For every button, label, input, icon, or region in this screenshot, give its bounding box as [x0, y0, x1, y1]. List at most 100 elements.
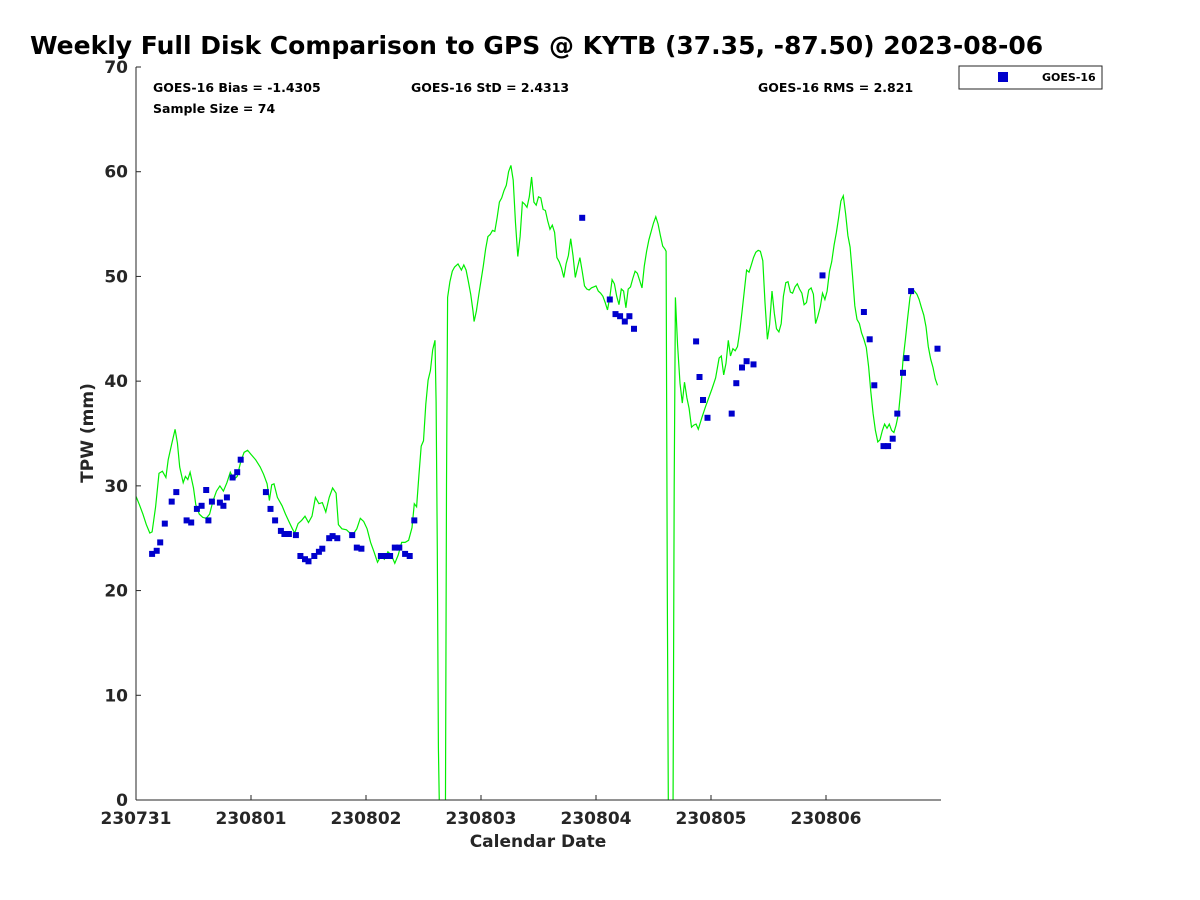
- y-tick-label: 70: [104, 58, 128, 78]
- x-tick-label: 230806: [791, 809, 862, 829]
- goes16-point: [173, 489, 180, 496]
- x-tick-label: 230805: [676, 809, 747, 829]
- goes16-point: [208, 498, 215, 505]
- gps-tpw-line: [136, 165, 939, 800]
- goes16-point: [297, 553, 304, 559]
- goes16-point: [728, 410, 735, 417]
- goes16-point: [411, 517, 418, 524]
- goes16-point: [220, 502, 227, 509]
- goes16-point: [237, 456, 244, 463]
- goes16-point: [739, 364, 745, 371]
- goes16-point: [193, 505, 200, 512]
- goes16-point: [157, 539, 164, 546]
- goes16-point: [319, 545, 326, 552]
- goes16-point: [302, 556, 308, 563]
- goes16-point: [889, 435, 896, 442]
- x-tick-label: 230802: [331, 809, 402, 829]
- goes16-point: [229, 474, 236, 481]
- goes16-point: [203, 487, 210, 493]
- x-tick-label: 230731: [101, 809, 172, 829]
- bias-stat: GOES-16 Bias = -1.4305: [153, 80, 321, 95]
- goes16-point: [612, 311, 619, 318]
- goes16-point: [866, 336, 873, 343]
- goes16-point: [198, 502, 205, 509]
- goes16-point: [885, 443, 892, 450]
- legend-box: [958, 65, 1103, 90]
- goes16-point: [358, 545, 365, 552]
- x-tick-label: 230801: [216, 809, 287, 829]
- goes16-point: [382, 553, 389, 559]
- goes16-point: [903, 355, 910, 362]
- goes16-point: [606, 296, 613, 303]
- goes16-point: [908, 288, 915, 295]
- goes16-point: [334, 535, 341, 542]
- goes16-point: [621, 318, 628, 325]
- goes16-point: [267, 505, 274, 512]
- legend: GOES-16: [958, 65, 1103, 90]
- goes16-point: [696, 374, 703, 380]
- goes16-point: [161, 520, 168, 527]
- legend-label-goes16: GOES-16: [1042, 71, 1096, 84]
- goes16-point: [272, 517, 279, 524]
- goes16-point: [329, 533, 336, 540]
- legend-marker-goes16: [998, 72, 1008, 82]
- y-tick-label: 40: [104, 372, 128, 392]
- x-tick-label: 230803: [446, 809, 517, 829]
- goes16-point: [153, 547, 160, 554]
- goes16-point: [183, 517, 190, 524]
- goes16-point: [396, 544, 403, 551]
- goes16-point: [205, 517, 212, 524]
- goes16-point: [281, 531, 288, 537]
- std-stat: GOES-16 StD = 2.4313: [411, 80, 569, 95]
- goes16-point: [733, 380, 740, 387]
- x-ticks: 230731 230801 230802 230803 230804 230805 2308…: [101, 795, 862, 829]
- goes16-point: [900, 369, 906, 376]
- goes16-point: [402, 550, 409, 557]
- y-tick-label: 50: [104, 267, 128, 287]
- goes16-point: [819, 272, 826, 279]
- y-tick-label: 30: [104, 477, 128, 497]
- y-ticks: 0 10 20 30 40 50 60 70: [104, 58, 141, 811]
- goes16-point: [579, 214, 586, 221]
- goes16-point: [216, 499, 223, 506]
- goes16-point: [262, 489, 269, 496]
- plot-series: [136, 165, 941, 800]
- goes16-point: [693, 338, 700, 345]
- goes16-point: [315, 548, 322, 555]
- goes16-point: [387, 553, 394, 559]
- goes16-point: [617, 313, 624, 320]
- goes16-point: [326, 535, 333, 542]
- goes16-point: [277, 527, 284, 534]
- goes16-point: [349, 532, 356, 539]
- goes16-point: [626, 313, 633, 320]
- goes16-point: [860, 309, 867, 315]
- y-tick-label: 0: [116, 791, 128, 811]
- goes16-point: [700, 397, 706, 403]
- goes16-point: [406, 553, 413, 559]
- goes16-point: [223, 494, 230, 501]
- x-tick-label: 230804: [561, 809, 632, 829]
- goes16-point: [871, 382, 878, 389]
- goes16-point: [894, 410, 901, 417]
- goes16-point: [631, 325, 637, 332]
- goes16-point: [750, 361, 757, 368]
- goes16-point: [704, 414, 711, 421]
- sample-size-stat: Sample Size = 74: [153, 101, 275, 116]
- x-axis-label: Calendar Date: [470, 832, 607, 852]
- y-axis-label: TPW (mm): [78, 383, 98, 483]
- y-tick-label: 60: [104, 163, 128, 183]
- goes16-point: [188, 519, 195, 526]
- goes16-point: [285, 531, 292, 537]
- goes16-point: [880, 443, 887, 450]
- goes16-point: [353, 544, 360, 551]
- y-tick-label: 10: [104, 686, 128, 706]
- goes16-point: [168, 498, 175, 505]
- goes16-point: [377, 553, 384, 559]
- goes16-point: [292, 532, 299, 539]
- goes16-point: [934, 345, 941, 352]
- chart-title: Weekly Full Disk Comparison to GPS @ KYT…: [30, 31, 1043, 60]
- goes16-point: [149, 550, 156, 557]
- y-tick-label: 20: [104, 582, 128, 602]
